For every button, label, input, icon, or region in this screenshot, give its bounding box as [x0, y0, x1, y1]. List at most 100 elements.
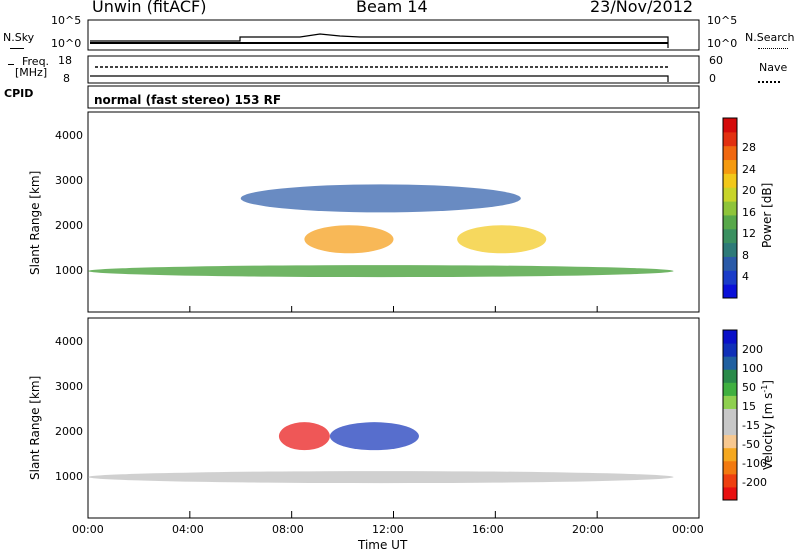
nave-tick-0: 60 [709, 54, 723, 67]
power-cbar-tick-24: 24 [742, 163, 756, 176]
freq-unit: [MHz] [15, 66, 48, 79]
cpid-panel-frame [87, 85, 700, 109]
power-colorbar-band-3 [723, 242, 737, 257]
power-ytick-1000: 1000 [55, 264, 83, 277]
nsearch-legend-line [758, 48, 788, 49]
noise-panel-frame [87, 19, 700, 51]
power-colorbar [723, 118, 737, 299]
freq-tick-0: 18 [58, 54, 72, 67]
power-ytick-2000: 2000 [55, 219, 83, 232]
vel-cbar-tick-100: 100 [742, 362, 763, 375]
xtick-6: 00:00 [672, 523, 704, 536]
power-colorbar-band-6 [723, 201, 737, 216]
power-colorbar-band-5 [723, 214, 737, 230]
velocity-colorbar-band-7 [723, 395, 737, 409]
power-colorbar-band-8 [723, 173, 737, 188]
vel-cbar-tick-m15: -15 [742, 419, 760, 432]
power-cbar-tick-16: 16 [742, 206, 756, 219]
velocity-colorbar-band-8 [723, 382, 737, 396]
nsky-label: N.Sky [3, 31, 35, 44]
xaxis-label: Time UT [358, 538, 408, 552]
xtick-5: 20:00 [572, 523, 604, 536]
power-colorbar-band-4 [723, 228, 737, 244]
freq-legend-line [8, 64, 14, 65]
power-feature-3 [240, 184, 521, 213]
noise-tick-right-1: 10^0 [707, 37, 738, 50]
power-cbar-tick-4: 4 [742, 270, 749, 283]
velocity-plot-frame [87, 317, 700, 519]
power-feature-1 [304, 225, 394, 254]
velocity-ytick-1000: 1000 [55, 470, 83, 483]
noise-tick-left-0: 10^5 [51, 14, 82, 27]
nave-tick-1: 0 [709, 72, 716, 85]
velocity-ytick-4000: 4000 [55, 335, 83, 348]
vel-cbar-tick-15: 15 [742, 400, 756, 413]
cpid-text: normal (fast stereo) 153 RF [94, 93, 282, 107]
power-ytick-4000: 4000 [55, 129, 83, 142]
velocity-colorbar [723, 330, 737, 501]
velocity-colorbar-band-6 [723, 408, 737, 423]
station-title: Unwin (fitACF) [92, 0, 207, 16]
velocity-colorbar-band-0 [723, 486, 737, 501]
velocity-colorbar-band-2 [723, 460, 737, 475]
power-ytick-3000: 3000 [55, 174, 83, 187]
vel-cbar-tick-200: 200 [742, 343, 763, 356]
xtick-2: 08:00 [272, 523, 304, 536]
velocity-colorbar-band-10 [723, 356, 737, 370]
nave-label: Nave [759, 61, 788, 74]
freq-tick-1: 8 [63, 72, 70, 85]
power-cbar-tick-8: 8 [742, 249, 749, 262]
power-colorbar-band-12 [723, 118, 737, 133]
xtick-0: 00:00 [72, 523, 104, 536]
power-colorbar-band-11 [723, 131, 737, 147]
velocity-colorbar-frame [722, 329, 738, 501]
power-colorbar-band-1 [723, 270, 737, 285]
power-colorbar-band-7 [723, 187, 737, 202]
velocity-colorbar-band-12 [723, 330, 737, 344]
vel-cbar-tick-m100: -100 [742, 457, 767, 470]
velocity-colorbar-band-1 [723, 473, 737, 488]
velocity-ytick-2000: 2000 [55, 425, 83, 438]
power-cbar-tick-20: 20 [742, 184, 756, 197]
power-colorbar-frame [722, 117, 738, 299]
power-features [88, 184, 674, 278]
noise-tick-right-0: 10^5 [707, 14, 738, 27]
freq-line [90, 75, 669, 82]
xtick-1: 04:00 [172, 523, 204, 536]
freq-panel-frame [87, 55, 700, 84]
velocity-feature-2 [278, 422, 330, 451]
velocity-colorbar-band-11 [723, 343, 737, 357]
beam-title: Beam 14 [356, 0, 428, 16]
noise-tick-left-1: 10^0 [51, 37, 82, 50]
velocity-ytick-3000: 3000 [55, 380, 83, 393]
nsky-legend-line [10, 48, 24, 49]
x-tick-marks [87, 306, 700, 518]
cpid-label: CPID [4, 87, 34, 100]
vel-cbar-tick-50: 50 [742, 381, 756, 394]
power-feature-0 [88, 265, 674, 278]
velocity-feature-0 [88, 471, 674, 484]
nsky-line [90, 33, 669, 48]
xtick-3: 12:00 [372, 523, 404, 536]
power-colorbar-band-9 [723, 159, 737, 174]
nave-legend-line [758, 81, 780, 83]
date-title: 23/Nov/2012 [590, 0, 694, 16]
power-colorbar-band-0 [723, 284, 737, 299]
velocity-features [88, 422, 674, 484]
vel-cbar-tick-m50: -50 [742, 438, 760, 451]
freq-label: Freq. [22, 55, 50, 68]
power-colorbar-band-2 [723, 256, 737, 271]
xtick-4: 16:00 [472, 523, 504, 536]
vel-cbar-tick-m200: -200 [742, 476, 767, 489]
power-colorbar-band-10 [723, 145, 737, 161]
power-feature-2 [457, 225, 547, 254]
velocity-feature-1 [329, 422, 419, 451]
nsearch-label: N.Search [745, 31, 795, 44]
velocity-colorbar-band-5 [723, 421, 737, 436]
velocity-colorbar-band-4 [723, 434, 737, 449]
power-cbar-tick-12: 12 [742, 227, 756, 240]
velocity-colorbar-band-3 [723, 447, 737, 462]
power-cbar-tick-28: 28 [742, 141, 756, 154]
velocity-colorbar-band-9 [723, 369, 737, 383]
